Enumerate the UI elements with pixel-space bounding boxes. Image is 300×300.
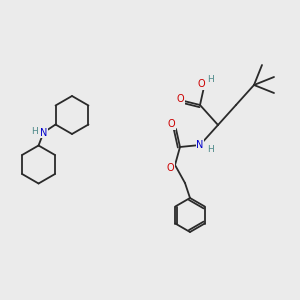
Text: N: N — [40, 128, 47, 137]
Text: H: H — [207, 146, 213, 154]
Text: O: O — [167, 119, 175, 129]
Text: H: H — [207, 74, 213, 83]
Text: O: O — [176, 94, 184, 104]
Text: O: O — [197, 79, 205, 89]
Text: H: H — [31, 127, 38, 136]
Text: N: N — [196, 140, 204, 150]
Text: O: O — [166, 163, 174, 173]
